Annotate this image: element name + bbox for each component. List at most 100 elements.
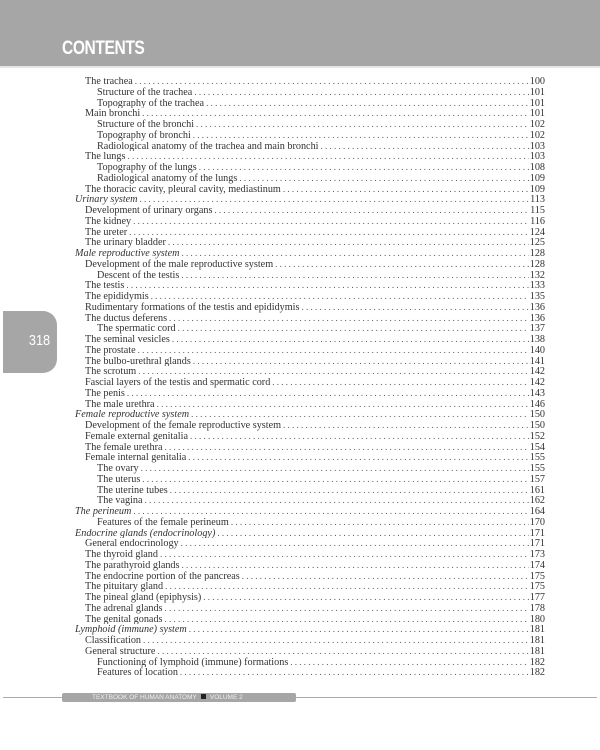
toc-entry[interactable]: Male reproductive system 128 xyxy=(75,248,545,259)
toc-entry[interactable]: The pineal gland (epiphysis) 177 xyxy=(75,592,545,603)
toc-entry[interactable]: Topography of the lungs 108 xyxy=(75,162,545,173)
dot-leader xyxy=(138,366,529,377)
toc-entry[interactable]: The pituitary gland 175 xyxy=(75,581,545,592)
toc-entry-page: 170 xyxy=(529,516,545,528)
toc-entry[interactable]: Features of the female perineum 170 xyxy=(75,517,545,528)
toc-entry[interactable]: The vagina 162 xyxy=(75,495,545,506)
toc-entry[interactable]: The penis 143 xyxy=(75,388,545,399)
toc-entry[interactable]: The epididymis 135 xyxy=(75,291,545,302)
toc-entry-page: 101 xyxy=(529,108,545,119)
dot-leader xyxy=(168,237,529,248)
toc-entry-title: Rudimentary formations of the testis and… xyxy=(85,301,300,313)
toc-entry-page: 109 xyxy=(529,183,545,195)
toc-entry[interactable]: Topography of bronchi 102 xyxy=(75,130,545,141)
toc-entry-page: 181 xyxy=(529,624,545,635)
toc-entry[interactable]: The perineum 164 xyxy=(75,506,545,517)
toc-entry[interactable]: The kidney 116 xyxy=(75,216,545,227)
toc-entry[interactable]: Structure of the trachea 101 xyxy=(75,87,545,98)
toc-entry[interactable]: Fascial layers of the testis and spermat… xyxy=(75,377,545,388)
dot-leader xyxy=(181,270,528,281)
toc-entry[interactable]: General endocrinology 171 xyxy=(75,538,545,549)
dot-leader xyxy=(194,87,528,98)
toc-entry[interactable]: The testis 133 xyxy=(75,280,545,291)
toc-entry-page: 128 xyxy=(529,258,545,270)
toc-entry-page: 155 xyxy=(529,463,545,474)
toc-entry-title: The pituitary gland xyxy=(85,581,164,592)
dot-leader xyxy=(301,302,528,313)
toc-entry[interactable]: The seminal vesicles 138 xyxy=(75,334,545,345)
toc-entry-title: The adrenal glands xyxy=(85,602,163,614)
dot-leader xyxy=(283,420,529,431)
toc-entry[interactable]: Features of location 182 xyxy=(75,667,545,678)
toc-entry[interactable]: Radiological anatomy of the lungs 109 xyxy=(75,173,545,184)
toc-entry[interactable]: Descent of the testis 132 xyxy=(75,270,545,281)
toc-entry[interactable]: The uterine tubes 161 xyxy=(75,485,545,496)
toc-entry[interactable]: The male urethra 146 xyxy=(75,399,545,410)
toc-entry-page: 171 xyxy=(529,538,545,549)
toc-entry[interactable]: The ductus deferens 136 xyxy=(75,313,545,324)
toc-entry-page: 182 xyxy=(529,656,545,668)
dot-leader xyxy=(199,162,529,173)
toc-entry-title: The ovary xyxy=(97,463,139,474)
toc-entry-page: 177 xyxy=(529,592,545,603)
toc-entry[interactable]: The genital gonads 180 xyxy=(75,614,545,625)
toc-entry[interactable]: Topography of the trachea 101 xyxy=(75,98,545,109)
toc-entry[interactable]: The endocrine portion of the pancreas 175 xyxy=(75,571,545,582)
toc-entry[interactable]: The scrotum 142 xyxy=(75,366,545,377)
toc-entry-title: Topography of bronchi xyxy=(97,129,191,141)
toc-entry[interactable]: The thyroid gland 173 xyxy=(75,549,545,560)
toc-entry-page: 182 xyxy=(529,667,545,678)
toc-entry[interactable]: The uterus 157 xyxy=(75,474,545,485)
toc-entry-title: Endocrine glands (endocrinology) xyxy=(75,527,216,539)
toc-entry[interactable]: The adrenal glands 178 xyxy=(75,603,545,614)
dot-leader xyxy=(191,409,529,420)
toc-entry-title: The male urethra xyxy=(85,398,155,410)
toc-entry-page: 115 xyxy=(530,205,545,216)
toc-entry[interactable]: Lymphoid (immune) system 181 xyxy=(75,624,545,635)
toc-entry[interactable]: Female internal genitalia 155 xyxy=(75,452,545,463)
toc-entry[interactable]: The trachea 100 xyxy=(75,76,545,87)
toc-entry[interactable]: Rudimentary formations of the testis and… xyxy=(75,302,545,313)
dot-leader xyxy=(165,603,529,614)
toc-entry-page: 150 xyxy=(529,420,545,431)
toc-entry[interactable]: The female urethra 154 xyxy=(75,442,545,453)
toc-entry-page: 150 xyxy=(529,409,545,420)
toc-entry-title: The trachea xyxy=(85,76,133,87)
toc-entry[interactable]: General structure 181 xyxy=(75,646,545,657)
toc-entry-title: Main bronchi xyxy=(85,108,141,119)
toc-entry[interactable]: The ovary 155 xyxy=(75,463,545,474)
toc-entry[interactable]: The prostate 140 xyxy=(75,345,545,356)
toc-entry-page: 125 xyxy=(529,237,545,248)
dot-leader xyxy=(165,581,529,592)
toc-entry-page: 116 xyxy=(530,215,545,227)
toc-entry[interactable]: The parathyroid glands 174 xyxy=(75,560,545,571)
toc-entry-page: 140 xyxy=(529,344,545,356)
toc-entry[interactable]: The lungs 103 xyxy=(75,151,545,162)
toc-entry[interactable]: Development of urinary organs 115 xyxy=(75,205,545,216)
dot-leader xyxy=(272,377,528,388)
toc-entry[interactable]: Classification 181 xyxy=(75,635,545,646)
dot-leader xyxy=(188,452,528,463)
toc-entry[interactable]: Radiological anatomy of the trachea and … xyxy=(75,141,545,152)
toc-entry[interactable]: The urinary bladder 125 xyxy=(75,237,545,248)
toc-entry-title: Female external genitalia xyxy=(85,430,188,442)
toc-entry[interactable]: Development of the male reproductive sys… xyxy=(75,259,545,270)
toc-entry-page: 175 xyxy=(529,570,545,582)
toc-entry[interactable]: Functioning of lymphoid (immune) formati… xyxy=(75,657,545,668)
toc-entry[interactable]: The bulbo-urethral glands 141 xyxy=(75,356,545,367)
toc-entry[interactable]: Endocrine glands (endocrinology) 171 xyxy=(75,528,545,539)
toc-entry[interactable]: The spermatic cord 137 xyxy=(75,323,545,334)
dot-leader xyxy=(193,356,529,367)
toc-entry[interactable]: The thoracic cavity, pleural cavity, med… xyxy=(75,184,545,195)
toc-entry-title: Topography of the lungs xyxy=(97,162,197,173)
toc-entry-title: Features of the female perineum xyxy=(97,516,229,528)
toc-entry[interactable]: Main bronchi 101 xyxy=(75,108,545,119)
toc-entry-page: 178 xyxy=(529,602,545,614)
toc-entry[interactable]: Development of the female reproductive s… xyxy=(75,420,545,431)
toc-entry[interactable]: Structure of the bronchi 102 xyxy=(75,119,545,130)
toc-entry[interactable]: Urinary system 113 xyxy=(75,194,545,205)
dot-leader xyxy=(214,205,529,216)
toc-entry[interactable]: Female reproductive system 150 xyxy=(75,409,545,420)
toc-entry[interactable]: Female external genitalia 152 xyxy=(75,431,545,442)
toc-entry[interactable]: The ureter 124 xyxy=(75,227,545,238)
